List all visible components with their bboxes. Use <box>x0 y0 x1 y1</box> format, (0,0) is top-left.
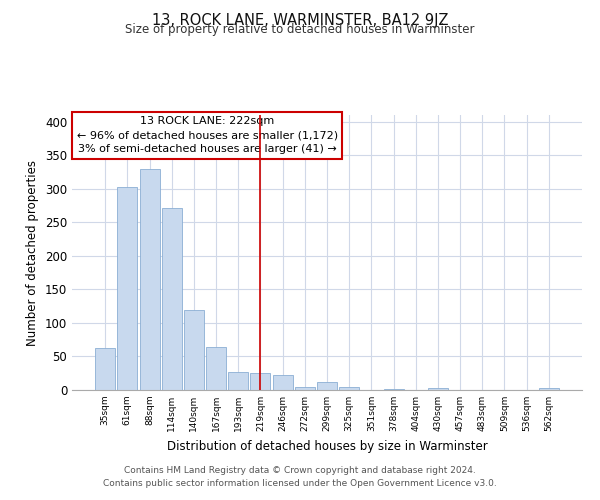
Bar <box>206 347 226 390</box>
Bar <box>228 372 248 390</box>
Bar <box>383 388 404 390</box>
Bar <box>428 388 448 390</box>
Bar <box>140 168 160 390</box>
Text: Size of property relative to detached houses in Warminster: Size of property relative to detached ho… <box>125 22 475 36</box>
Bar <box>317 382 337 390</box>
Bar <box>95 348 115 390</box>
Y-axis label: Number of detached properties: Number of detached properties <box>26 160 40 346</box>
Text: Contains HM Land Registry data © Crown copyright and database right 2024.
Contai: Contains HM Land Registry data © Crown c… <box>103 466 497 487</box>
Bar <box>272 375 293 390</box>
Bar <box>539 388 559 390</box>
Bar <box>295 386 315 390</box>
Text: 13 ROCK LANE: 222sqm
← 96% of detached houses are smaller (1,172)
3% of semi-det: 13 ROCK LANE: 222sqm ← 96% of detached h… <box>77 116 338 154</box>
Bar <box>250 373 271 390</box>
Bar <box>118 188 137 390</box>
X-axis label: Distribution of detached houses by size in Warminster: Distribution of detached houses by size … <box>167 440 487 452</box>
Bar <box>339 388 359 390</box>
Bar <box>184 310 204 390</box>
Text: 13, ROCK LANE, WARMINSTER, BA12 9JZ: 13, ROCK LANE, WARMINSTER, BA12 9JZ <box>152 12 448 28</box>
Bar <box>162 208 182 390</box>
